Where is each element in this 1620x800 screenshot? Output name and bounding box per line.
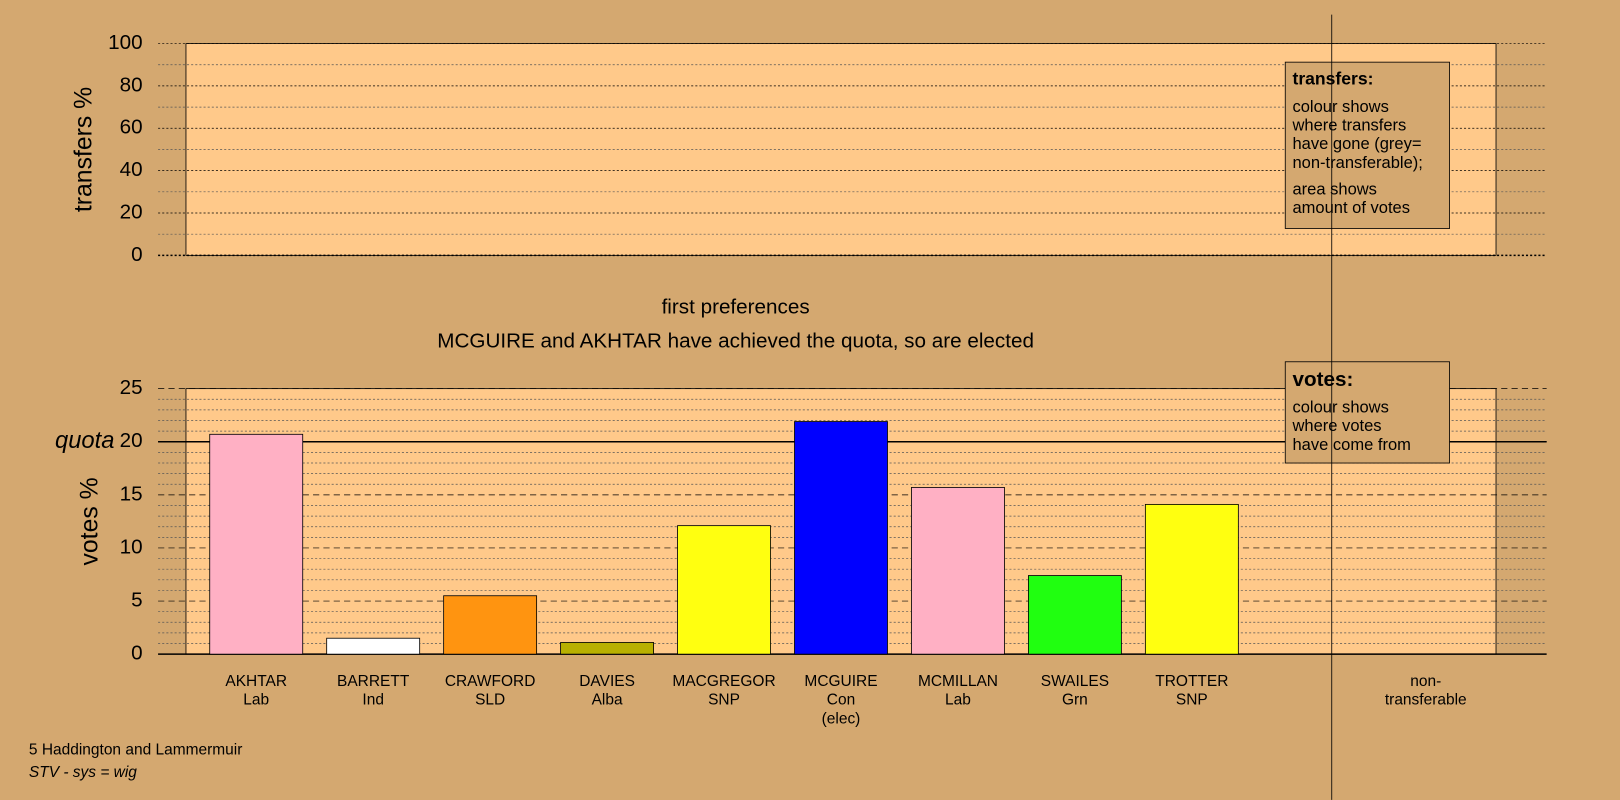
bar — [1144, 503, 1239, 655]
x-tick-label: MCGUIRE — [804, 673, 877, 690]
x-tick-label: BARRETT — [337, 673, 410, 690]
footer-title: 5 Haddington and Lammermuir — [29, 741, 242, 758]
bar — [443, 595, 538, 655]
x-tick-label: DAVIES — [579, 673, 635, 690]
bar — [560, 642, 654, 655]
x-tick-label: non- — [1410, 673, 1441, 690]
chart-subtitle: MCGUIRE and AKHTAR have achieved the quo… — [437, 330, 1034, 353]
x-tick-label: MACGREGOR — [672, 673, 775, 690]
legend-text: where votes — [1291, 416, 1381, 435]
legend-text: non-transferable); — [1292, 153, 1422, 172]
legend-text: amount of votes — [1292, 198, 1410, 217]
x-tick-label: MCMILLAN — [918, 673, 998, 690]
x-tick-label: CRAWFORD — [445, 673, 536, 690]
y-tick-label: 60 — [120, 116, 143, 139]
x-tick-label: Grn — [1062, 692, 1088, 709]
y-tick-label: 5 — [131, 589, 143, 612]
y-axis-label: votes % — [76, 477, 103, 565]
bar — [677, 525, 771, 655]
y-tick-label: 20 — [120, 429, 143, 452]
bar — [1027, 575, 1122, 655]
x-tick-label: Ind — [362, 692, 384, 709]
x-tick-label: (elec) — [822, 710, 861, 727]
y-tick-label: 0 — [131, 642, 143, 665]
y-tick-label: 80 — [120, 73, 143, 96]
x-tick-label: Alba — [592, 692, 623, 709]
legend-text: have come from — [1292, 435, 1410, 454]
y-tick-label: 20 — [120, 200, 143, 223]
y-tick-label: 25 — [120, 376, 143, 399]
y-tick-label: 10 — [120, 535, 143, 558]
x-tick-label: AKHTAR — [225, 673, 287, 690]
legend-text: where transfers — [1291, 116, 1406, 135]
legend-title: transfers: — [1292, 68, 1373, 88]
bar — [911, 486, 1005, 655]
y-tick-label: 15 — [120, 482, 143, 505]
y-axis-label: transfers % — [70, 87, 97, 212]
legend-text: colour shows — [1292, 97, 1388, 116]
bar — [326, 637, 421, 655]
x-tick-label: SWAILES — [1041, 673, 1109, 690]
legend-box — [1284, 361, 1450, 464]
y-tick-label: 0 — [131, 243, 143, 266]
bar — [794, 421, 888, 655]
legend-text: colour shows — [1292, 398, 1388, 417]
x-tick-label: Con — [827, 692, 855, 709]
legend-text: have gone (grey= — [1292, 134, 1421, 153]
legend-title: votes: — [1292, 368, 1353, 391]
x-tick-label: Lab — [243, 692, 269, 709]
quota-label: quota — [55, 427, 114, 454]
chart-title: first preferences — [662, 296, 810, 319]
legend-box — [1284, 61, 1450, 229]
x-tick-label: SNP — [1176, 692, 1208, 709]
x-tick-label: transferable — [1385, 692, 1467, 709]
x-tick-label: TROTTER — [1155, 673, 1228, 690]
bar — [209, 433, 304, 655]
x-tick-label: SNP — [708, 692, 740, 709]
footer-system: STV - sys = wig — [29, 764, 137, 781]
y-tick-label: 100 — [108, 31, 142, 54]
x-tick-label: Lab — [945, 692, 971, 709]
y-tick-label: 40 — [120, 158, 143, 181]
legend-text: area shows — [1292, 180, 1376, 199]
x-tick-label: SLD — [475, 692, 505, 709]
